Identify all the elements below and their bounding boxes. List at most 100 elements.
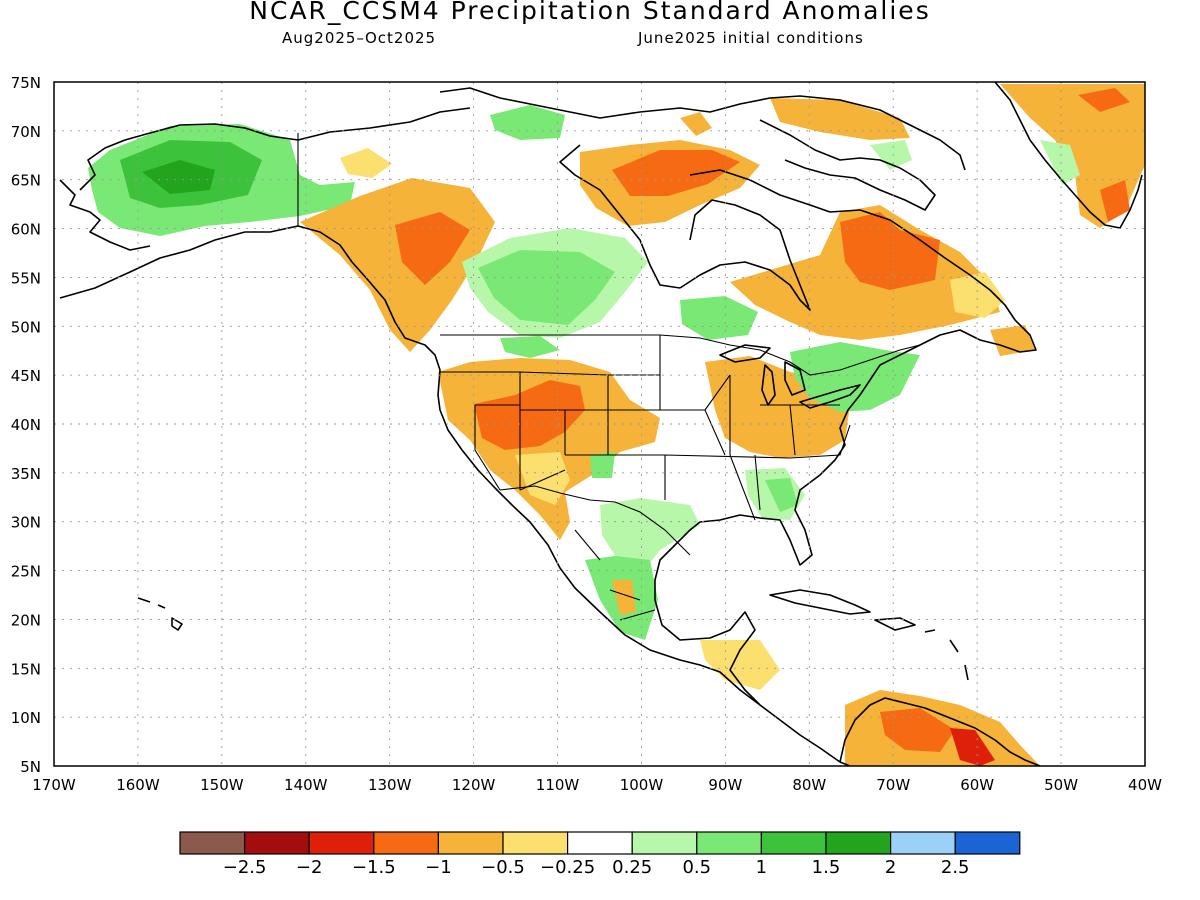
baffin-dry-area: [770, 98, 910, 140]
quebec-strong-dry-area: [840, 212, 940, 290]
maritimes-dry-area: [990, 325, 1035, 356]
greenland-southeast-strong-dry-area: [1100, 180, 1130, 222]
lon-tick-label: 150W: [200, 776, 244, 794]
mexico-state-borders: [574, 529, 656, 621]
alaska-coastline: [59, 225, 851, 766]
texas-wet-area: [600, 498, 700, 575]
lat-tick-label: 75N: [11, 74, 41, 92]
gulf-st-lawrence-coastline: [654, 329, 1001, 706]
lake-michigan: [761, 364, 776, 406]
quebec-light-dry-area: [950, 272, 1005, 318]
colorbar-swatch: [760, 831, 827, 855]
lat-tick-label: 50N: [11, 318, 41, 336]
longitude-axis: 170W 160W 150W 140W 130W 120W 110W 100W 90W 80W 70…: [32, 776, 1162, 794]
lon-tick-label: 170W: [32, 776, 76, 794]
greenland-strong-dry-area: [1078, 88, 1130, 112]
colorbar-tick-label: −1: [425, 857, 452, 878]
labrador-coastline: [829, 209, 1037, 353]
us-canada-border: [440, 334, 921, 376]
lon-tick-label: 90W: [708, 776, 742, 794]
colorbar-swatch: [954, 831, 1021, 855]
hudson-bay-west-coastline: [559, 144, 681, 289]
colorbar-tick-label: −0.25: [540, 857, 595, 878]
baffin-island-coastline: [759, 119, 936, 211]
hawaii-coastline: [137, 597, 183, 631]
us-west-strong-dry-area: [474, 380, 585, 450]
lake-erie-ontario: [799, 384, 861, 409]
colorbar-labels: −2.5 −2 −1.5 −1 −0.5 −0.25 0.25 0.5 1 1.5 2 2.5: [223, 857, 970, 878]
forecast-period: Aug2025–Oct2025: [282, 29, 437, 47]
lon-tick-label: 80W: [792, 776, 826, 794]
colorbar-swatch: [631, 831, 698, 855]
colorbar-tick-label: −2: [296, 857, 323, 878]
hispaniola-coastline: [874, 617, 916, 631]
colorbar-swatch: [244, 831, 310, 855]
southeast-very-wet-area: [765, 478, 798, 512]
colorbar-tick-label: 2: [885, 857, 896, 878]
colorbar: [179, 831, 1021, 855]
colorbar-swatch: [308, 831, 375, 855]
latitude-axis: 75N 70N 65N 60N 55N 50N 45N 40N 35N 30N 25N 20N 15N 1…: [11, 74, 41, 776]
colorbar-tick-label: 0.5: [682, 857, 711, 878]
lon-tick-label: 120W: [452, 776, 496, 794]
lon-tick-label: 70W: [876, 776, 910, 794]
colorbar-tick-label: −0.5: [481, 857, 525, 878]
arctic-islands-dry-area: [680, 112, 712, 136]
lat-tick-label: 30N: [11, 514, 41, 532]
colorbar-swatch: [502, 831, 569, 855]
lat-tick-label: 40N: [11, 416, 41, 434]
lat-tick-label: 65N: [11, 172, 41, 190]
central-canada-very-wet-area: [478, 250, 615, 325]
hudson-bay-coastline: [679, 199, 811, 311]
colorbar-tick-label: 1.5: [812, 857, 841, 878]
anomaly-fields: [88, 84, 1145, 766]
us-mexico-border: [499, 485, 691, 556]
canada-west-light-dry-area: [340, 148, 392, 178]
political-borders: [297, 133, 921, 621]
map-title: NCAR_CCSM4 Precipitation Standard Anomal…: [249, 0, 931, 25]
lon-tick-label: 110W: [536, 776, 580, 794]
lat-tick-label: 10N: [11, 709, 41, 727]
caribbean-islands: [924, 629, 969, 681]
colorbar-swatch: [179, 831, 246, 855]
arctic-wet-area: [490, 105, 565, 140]
lat-tick-label: 45N: [11, 367, 41, 385]
labrador-wet-area: [870, 140, 912, 170]
colorbar-tick-label: −1.5: [352, 857, 396, 878]
lon-tick-label: 140W: [284, 776, 328, 794]
cuba-coastline: [769, 589, 871, 615]
south-america-extreme-dry-area: [950, 728, 995, 766]
lat-tick-label: 55N: [11, 269, 41, 287]
montana-wet-area: [500, 336, 560, 358]
alaska-strong-wet-area: [142, 160, 215, 194]
lat-tick-label: 15N: [11, 660, 41, 678]
canada-west-strong-dry-area: [395, 212, 470, 285]
hudson-strait-coastline: [689, 169, 831, 213]
colorbar-tick-label: −2.5: [223, 857, 267, 878]
mexico-dry-area: [612, 580, 636, 615]
colorbar-swatch: [566, 831, 633, 855]
map-frame: [53, 81, 1146, 767]
lat-tick-label: 5N: [20, 758, 41, 776]
initial-conditions: June2025 initial conditions: [638, 29, 864, 47]
lat-tick-label: 35N: [11, 465, 41, 483]
colorbar-tick-label: 0.25: [612, 857, 652, 878]
colorbar-swatch: [696, 831, 762, 855]
colorbar-tick-label: 2.5: [941, 857, 970, 878]
lat-tick-label: 20N: [11, 611, 41, 629]
us-state-borders: [440, 335, 851, 521]
greenland-coastline: [994, 82, 1143, 229]
lon-tick-label: 100W: [620, 776, 664, 794]
bering-coastline: [59, 179, 151, 251]
nunavut-strong-dry-area: [612, 150, 740, 196]
colorbar-swatch: [825, 831, 892, 855]
colorbar-swatch: [889, 831, 956, 855]
lat-tick-label: 60N: [11, 221, 41, 239]
south-america-coastline: [839, 697, 1041, 766]
lon-tick-label: 130W: [368, 776, 412, 794]
greenland-wet-area: [1040, 140, 1080, 185]
lon-tick-label: 60W: [960, 776, 994, 794]
colorbar-tick-label: 1: [756, 857, 767, 878]
lat-tick-label: 70N: [11, 123, 41, 141]
